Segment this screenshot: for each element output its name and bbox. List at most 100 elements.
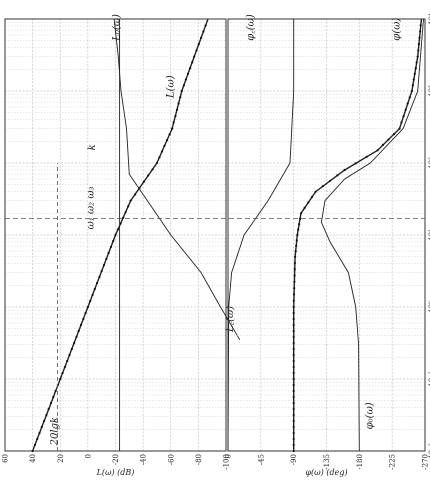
y-tick-label: 20 bbox=[57, 454, 65, 463]
series-point bbox=[400, 121, 403, 124]
frequency-axis: 10⁻²10⁻¹10⁰10¹10²10³10⁴ω (rad/sec) bbox=[428, 13, 430, 459]
x-tick-label: 10⁴ bbox=[428, 13, 430, 25]
series-point bbox=[177, 102, 180, 105]
series-point bbox=[292, 359, 295, 363]
series-point bbox=[31, 449, 34, 453]
series-point bbox=[293, 280, 296, 283]
series-line bbox=[320, 18, 424, 452]
series-point bbox=[292, 299, 295, 302]
series-point bbox=[299, 212, 303, 215]
series-point bbox=[292, 395, 295, 399]
series-point bbox=[417, 49, 420, 52]
y-axis-title: φ(ω) (deg) bbox=[305, 468, 347, 477]
series-point bbox=[127, 205, 130, 208]
series-point bbox=[415, 61, 418, 64]
y-tick-label: -45 bbox=[257, 454, 265, 465]
series-point bbox=[168, 133, 171, 136]
series-point bbox=[392, 133, 396, 136]
series-point bbox=[195, 49, 198, 52]
series-point bbox=[73, 341, 76, 345]
series-point bbox=[293, 261, 296, 265]
series-point bbox=[116, 228, 120, 231]
series-point bbox=[102, 263, 106, 267]
series-point bbox=[292, 305, 295, 309]
series-point bbox=[98, 275, 101, 279]
series-point bbox=[292, 389, 295, 393]
series-point bbox=[151, 168, 154, 171]
series-point bbox=[292, 317, 295, 321]
series-point bbox=[376, 149, 379, 152]
series-point bbox=[292, 407, 295, 411]
y-tick-label: -40 bbox=[140, 454, 148, 465]
series-point bbox=[171, 127, 174, 130]
series-point bbox=[204, 24, 207, 27]
series-point bbox=[292, 365, 295, 369]
y-tick-label: -20 bbox=[112, 454, 120, 465]
curve-annotation: L₀(ω) bbox=[112, 14, 123, 42]
curve-annotation: L(ω) bbox=[166, 75, 177, 99]
series-point bbox=[142, 180, 145, 183]
series-point bbox=[292, 323, 295, 327]
series-point bbox=[419, 30, 422, 33]
series-point bbox=[36, 437, 39, 441]
y-tick-label: 60 bbox=[2, 454, 10, 463]
series-point bbox=[180, 89, 183, 93]
y-tick-label: 0 bbox=[225, 454, 233, 458]
y-tick-label: -225 bbox=[389, 454, 397, 470]
series-point bbox=[174, 115, 177, 118]
panel-frame bbox=[4, 18, 227, 452]
series-point bbox=[119, 222, 122, 225]
series-point bbox=[292, 371, 295, 375]
curve-annotation: L꜀(ω) bbox=[225, 306, 236, 333]
series-point bbox=[33, 443, 37, 447]
series-point bbox=[52, 395, 55, 399]
series-point bbox=[134, 193, 137, 196]
series-point bbox=[202, 30, 205, 33]
series-point bbox=[292, 383, 295, 387]
series-point bbox=[91, 293, 94, 297]
series-point bbox=[45, 413, 48, 417]
x-tick-label: 10⁻² bbox=[428, 443, 430, 459]
series-point bbox=[292, 311, 295, 315]
series-point bbox=[122, 216, 125, 219]
series-point bbox=[298, 223, 301, 226]
series-point bbox=[79, 323, 83, 327]
series-point bbox=[292, 443, 295, 447]
series-point bbox=[293, 287, 296, 290]
series-point bbox=[186, 72, 190, 75]
series-point bbox=[343, 168, 346, 172]
series-point bbox=[412, 78, 415, 81]
series-point bbox=[82, 317, 85, 321]
series-point bbox=[314, 190, 317, 193]
series-point bbox=[40, 425, 43, 429]
series-point bbox=[413, 72, 416, 75]
series-point bbox=[89, 299, 92, 303]
series-point bbox=[294, 250, 297, 253]
series-point bbox=[86, 305, 90, 309]
series-point bbox=[179, 96, 182, 99]
series-point bbox=[293, 274, 296, 277]
y-tick-label: 0 bbox=[84, 454, 92, 458]
series-point bbox=[292, 413, 295, 417]
series-point bbox=[47, 407, 50, 411]
series-point bbox=[77, 329, 80, 333]
series-point bbox=[292, 449, 295, 453]
series-point bbox=[416, 55, 419, 58]
series-point bbox=[294, 255, 297, 258]
series-point bbox=[160, 150, 164, 153]
series-point bbox=[93, 287, 96, 291]
series-point bbox=[295, 244, 298, 247]
x-tick-label: 10⁰ bbox=[428, 301, 430, 313]
series-point bbox=[84, 311, 87, 315]
series-line bbox=[227, 19, 295, 452]
series-point bbox=[96, 281, 99, 285]
series-point bbox=[292, 377, 295, 381]
series-point bbox=[336, 174, 339, 177]
series-point bbox=[163, 144, 166, 147]
series-point bbox=[406, 102, 409, 105]
series-point bbox=[307, 201, 310, 204]
series-point bbox=[147, 174, 150, 177]
series-point bbox=[329, 179, 332, 182]
y-tick-label: -100 bbox=[223, 454, 231, 470]
